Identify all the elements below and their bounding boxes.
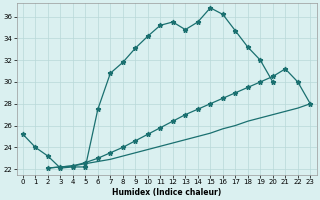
X-axis label: Humidex (Indice chaleur): Humidex (Indice chaleur) [112, 188, 221, 197]
